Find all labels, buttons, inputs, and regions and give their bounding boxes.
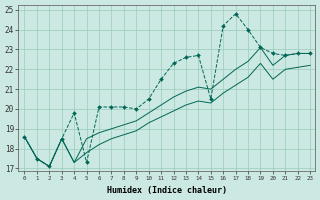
X-axis label: Humidex (Indice chaleur): Humidex (Indice chaleur) (107, 186, 227, 195)
